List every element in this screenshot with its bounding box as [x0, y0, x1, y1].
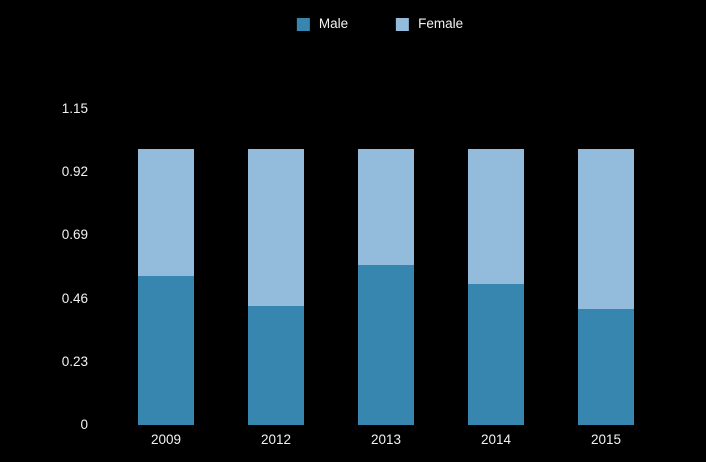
x-label-2009: 2009	[150, 432, 182, 447]
bar-segment-male-2014	[468, 284, 524, 425]
bar-segment-male-2012	[248, 306, 304, 425]
bar-segment-male-2015	[578, 309, 634, 425]
legend-label-female: Female	[418, 16, 464, 31]
y-tick-0: 0	[80, 417, 88, 432]
legend: Male Female	[296, 16, 463, 32]
male-series-swatch-icon	[296, 17, 310, 31]
y-tick-0.69: 0.69	[61, 227, 88, 242]
bar-segment-female-2013	[358, 149, 414, 266]
x-label-2012: 2012	[260, 432, 292, 447]
y-tick-0.92: 0.92	[61, 164, 88, 179]
legend-item-female: Female	[396, 16, 463, 32]
y-tick-1.15: 1.15	[61, 101, 88, 116]
x-label-2013: 2013	[370, 432, 402, 447]
x-label-2015: 2015	[590, 432, 622, 447]
bar-segment-female-2014	[468, 149, 524, 285]
bar-segment-male-2013	[358, 265, 414, 425]
y-tick-0.46: 0.46	[61, 291, 88, 306]
female-series-swatch-icon	[396, 17, 410, 31]
bar-segment-female-2009	[138, 149, 194, 277]
bar-segment-female-2012	[248, 149, 304, 307]
legend-label-male: Male	[318, 16, 349, 31]
x-label-2014: 2014	[480, 432, 512, 447]
legend-item-male: Male	[296, 16, 349, 32]
bar-segment-male-2009	[138, 276, 194, 425]
bar-segment-female-2015	[578, 149, 634, 310]
y-tick-0.23: 0.23	[61, 354, 88, 369]
